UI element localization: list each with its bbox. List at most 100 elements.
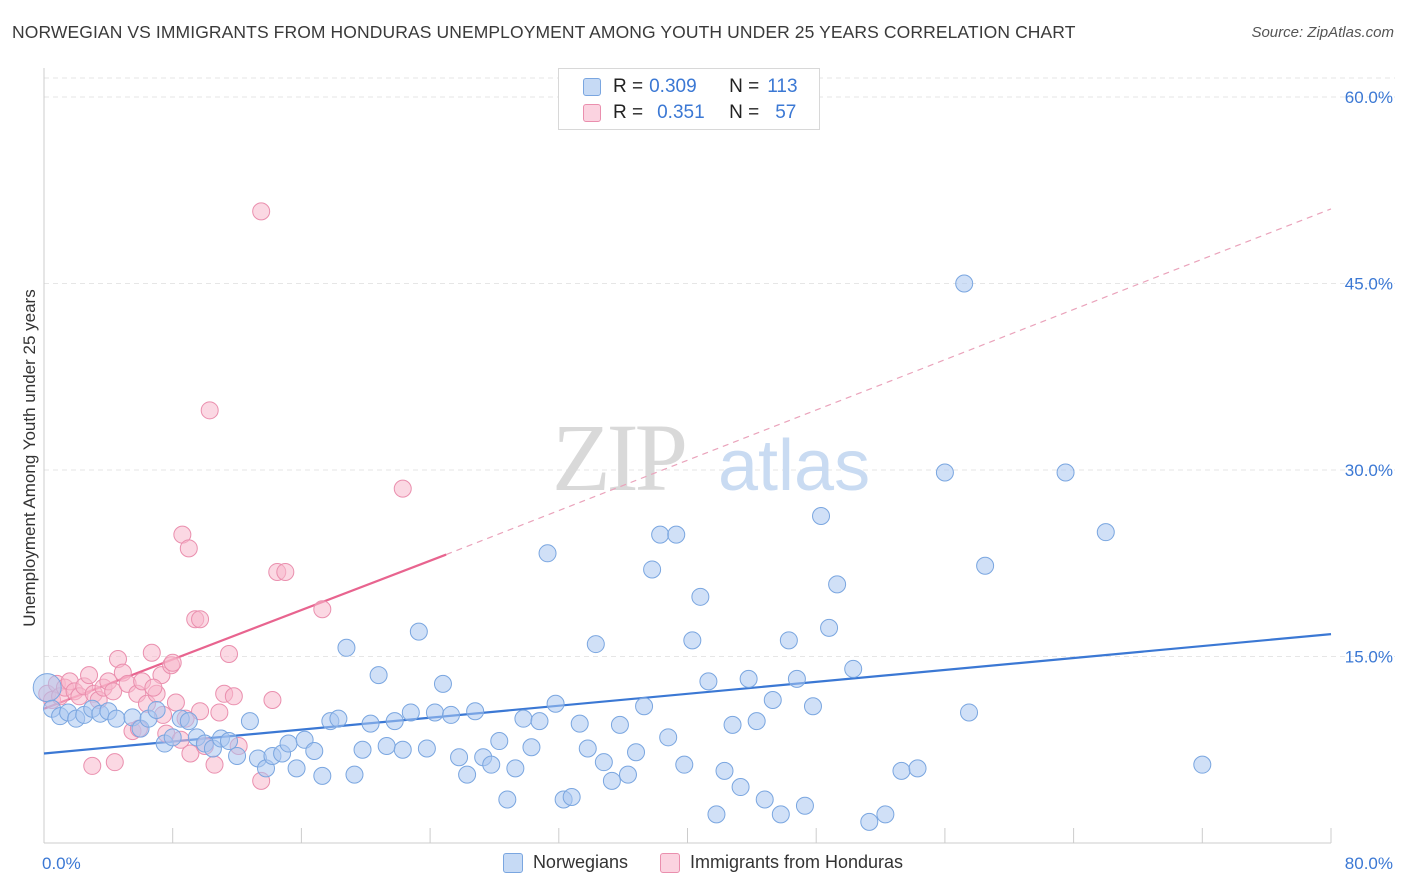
data-point-norwegians [442, 705, 461, 724]
data-point-honduras [200, 401, 219, 420]
data-point-honduras [252, 202, 271, 221]
data-point-norwegians [892, 761, 911, 780]
data-point-norwegians [353, 740, 372, 759]
data-point-norwegians [522, 738, 541, 757]
data-point-honduras [105, 753, 124, 772]
axes [43, 68, 1332, 844]
data-point-norwegians [651, 525, 670, 544]
data-point-norwegians [635, 697, 654, 716]
legend-row-norwegians: R = 0.309 N = 113 [583, 75, 798, 99]
legend-swatch-norwegians [583, 78, 601, 96]
data-point-norwegians [763, 691, 782, 710]
data-point-honduras [80, 666, 99, 685]
data-point-norwegians [1056, 463, 1075, 482]
data-point-honduras [220, 645, 239, 664]
data-point-norwegians [747, 712, 766, 731]
legend-n-value: 113 [767, 76, 798, 97]
data-point-honduras [224, 687, 243, 706]
grid-lines [44, 77, 1395, 657]
data-point-honduras [210, 703, 229, 722]
legend-swatch-honduras [583, 104, 601, 122]
data-point-norwegians [755, 790, 774, 809]
legend-label-norwegians: Norwegians [532, 852, 628, 872]
data-point-norwegians [844, 659, 863, 678]
data-point-norwegians [955, 274, 974, 293]
legend-swatch-honduras [659, 852, 680, 873]
data-point-norwegians [514, 709, 533, 728]
data-point-norwegians [498, 790, 517, 809]
data-point-norwegians [1096, 523, 1115, 542]
data-point-norwegians [1193, 755, 1212, 774]
trend-line-honduras-extension [445, 208, 1332, 556]
data-point-norwegians [393, 740, 412, 759]
data-point-honduras [205, 755, 224, 774]
data-point-norwegians [466, 702, 485, 721]
chart-title: NORWEGIAN VS IMMIGRANTS FROM HONDURAS UN… [12, 22, 1076, 42]
data-point-norwegians [795, 796, 814, 815]
data-point-norwegians [960, 703, 979, 722]
data-point-norwegians [683, 631, 702, 650]
data-point-norwegians [147, 700, 166, 719]
data-point-honduras [179, 539, 198, 558]
trend-line-norwegians [43, 633, 1332, 755]
tick-labels: 15.0% 30.0% 45.0% 60.0% 0.0% 80.0% [42, 88, 1393, 873]
data-point-norwegians [369, 666, 388, 685]
legend-n-label: N = [729, 76, 760, 97]
data-point-norwegians [876, 805, 895, 824]
data-point-norwegians [594, 753, 613, 772]
data-point-norwegians [828, 575, 847, 594]
data-point-norwegians [417, 739, 436, 758]
data-point-norwegians [538, 544, 557, 563]
legend-n-value: 57 [775, 102, 797, 123]
data-point-norwegians [570, 714, 589, 733]
data-point-norwegians [659, 728, 678, 747]
data-point-norwegians [812, 507, 831, 526]
data-point-norwegians [458, 765, 477, 784]
watermark-zip: ZIP [552, 404, 685, 511]
data-point-norwegians [313, 766, 332, 785]
y-tick-label: 30.0% [1345, 461, 1393, 480]
legend-n-label: N = [729, 102, 760, 123]
data-point-honduras [393, 479, 412, 498]
watermark: ZIP atlas [552, 404, 870, 511]
data-point-norwegians [667, 525, 686, 544]
data-point-norwegians [107, 709, 126, 728]
data-point-norwegians [586, 635, 605, 654]
series-norwegians-points [32, 274, 1212, 831]
data-point-honduras [191, 610, 210, 629]
data-point-norwegians [860, 812, 879, 831]
data-point-norwegians [450, 748, 469, 767]
data-point-honduras [166, 693, 185, 712]
y-tick-label: 60.0% [1345, 88, 1393, 107]
data-point-norwegians [803, 697, 822, 716]
data-point-norwegians [361, 714, 380, 733]
data-point-honduras [276, 562, 295, 581]
data-point-norwegians [787, 669, 806, 688]
legend-row-honduras: R = 0.351 N = 57 [583, 101, 796, 125]
data-point-norwegians [240, 712, 259, 731]
y-tick-label: 45.0% [1345, 275, 1393, 294]
data-point-norwegians [337, 638, 356, 657]
data-point-norwegians [287, 759, 306, 778]
series-legend: Norwegians Immigrants from Honduras [0, 852, 1406, 873]
data-point-honduras [83, 756, 102, 775]
data-point-norwegians [279, 734, 298, 753]
x-tick-label: 80.0% [1345, 854, 1393, 873]
data-point-norwegians [771, 805, 790, 824]
y-axis-label: Unemployment Among Youth under 25 years [20, 289, 39, 627]
data-point-norwegians [32, 673, 62, 703]
data-point-honduras [144, 678, 163, 697]
legend-label-honduras: Immigrants from Honduras [689, 852, 904, 872]
data-point-norwegians [409, 622, 428, 641]
data-point-norwegians [723, 715, 742, 734]
source-label: Source: ZipAtlas.com [1251, 24, 1394, 41]
data-point-norwegians [935, 463, 954, 482]
data-point-norwegians [425, 703, 444, 722]
data-point-norwegians [401, 703, 420, 722]
data-point-norwegians [908, 759, 927, 778]
data-point-norwegians [602, 771, 621, 790]
data-point-norwegians [779, 631, 798, 650]
correlation-legend: R = 0.309 N = 113 R = 0.351 N = 57 [558, 68, 820, 130]
data-point-honduras [104, 682, 123, 701]
watermark-atlas: atlas [718, 426, 870, 506]
